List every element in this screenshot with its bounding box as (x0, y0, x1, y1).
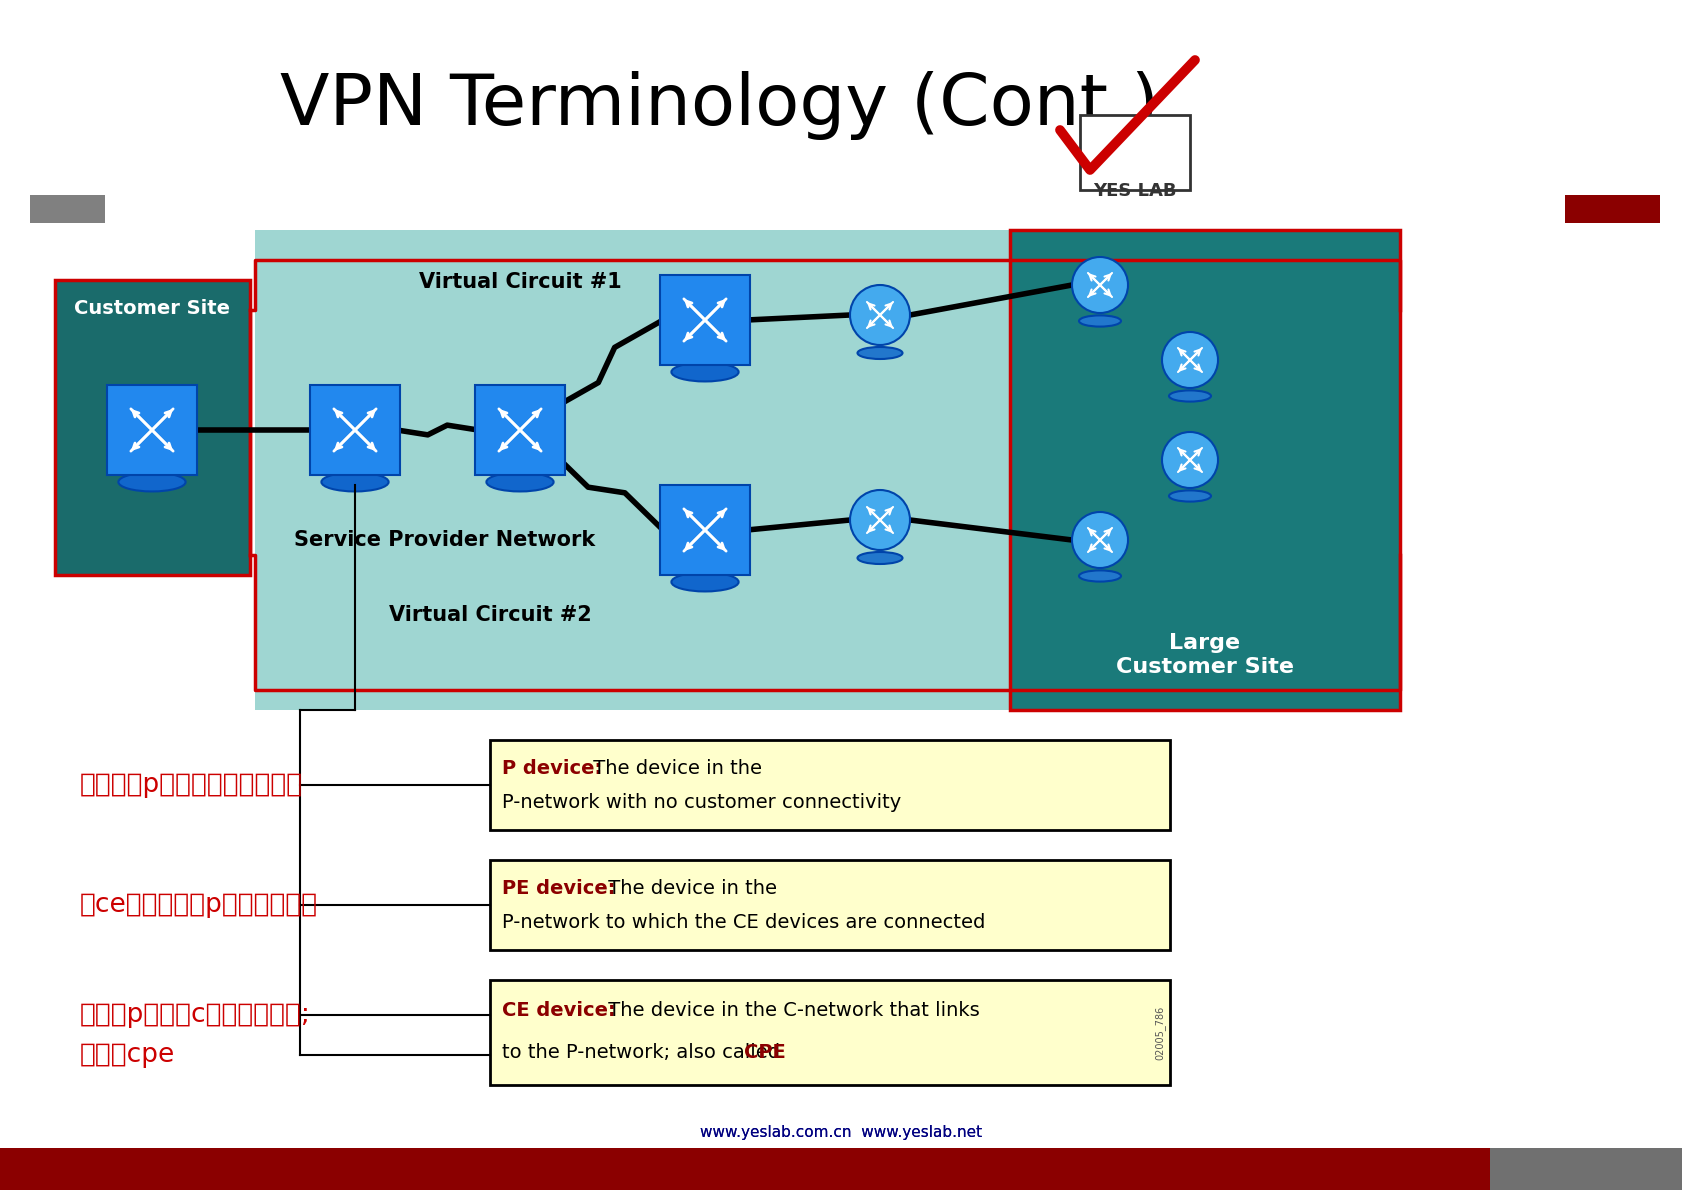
Text: 02005_786: 02005_786 (1154, 1006, 1164, 1059)
Text: 该设备在p网络中没有客户连接: 该设备在p网络中没有客户连接 (81, 772, 303, 798)
FancyBboxPatch shape (474, 386, 565, 475)
Bar (0, 1148, 1489, 1190)
Text: Large
Customer Site: Large Customer Site (1115, 633, 1293, 677)
Circle shape (849, 490, 910, 550)
Text: 也称为cpe: 也称为cpe (81, 1042, 175, 1067)
Bar (1564, 195, 1658, 223)
Bar (1009, 230, 1399, 710)
Text: The device in the: The device in the (602, 878, 777, 897)
Circle shape (1071, 257, 1127, 313)
Text: VPN Terminology (Cont.): VPN Terminology (Cont.) (281, 70, 1159, 139)
FancyBboxPatch shape (659, 486, 750, 575)
Text: P-network to which the CE devices are connected: P-network to which the CE devices are co… (501, 913, 984, 932)
Text: The device in the: The device in the (587, 758, 762, 777)
Circle shape (849, 284, 910, 345)
Ellipse shape (1078, 315, 1120, 326)
Text: PE device:: PE device: (501, 878, 616, 897)
Text: Virtual Circuit #1: Virtual Circuit #1 (419, 273, 621, 292)
Bar (1489, 1148, 1682, 1190)
Bar (489, 981, 1169, 1085)
Bar (30, 195, 104, 223)
Text: P device:: P device: (501, 758, 602, 777)
Text: 与ce设备连接的p网络中的设备: 与ce设备连接的p网络中的设备 (81, 892, 318, 917)
Bar (489, 740, 1169, 829)
Text: P-network with no customer connectivity: P-network with no customer connectivity (501, 793, 902, 812)
Text: www.yeslab.com.cn  www.yeslab.net: www.yeslab.com.cn www.yeslab.net (700, 1126, 982, 1140)
Ellipse shape (671, 363, 738, 382)
Ellipse shape (1169, 390, 1211, 401)
FancyBboxPatch shape (659, 275, 750, 365)
Text: www.yeslab.com.cn  www.yeslab.net: www.yeslab.com.cn www.yeslab.net (700, 1126, 982, 1140)
FancyBboxPatch shape (309, 386, 400, 475)
Bar (489, 860, 1169, 950)
Ellipse shape (118, 472, 185, 491)
Text: Virtual Circuit #2: Virtual Circuit #2 (389, 605, 590, 625)
Text: The device in the C-network that links: The device in the C-network that links (602, 1001, 979, 1020)
Text: YES LAB: YES LAB (1093, 182, 1176, 200)
Circle shape (1161, 332, 1218, 388)
Text: Service Provider Network: Service Provider Network (294, 530, 595, 550)
FancyBboxPatch shape (108, 386, 197, 475)
Bar (56, 280, 251, 575)
Text: CE device:: CE device: (501, 1001, 616, 1020)
Text: to the P-network; also called: to the P-network; also called (501, 1042, 785, 1061)
Ellipse shape (486, 472, 553, 491)
Text: CPE: CPE (743, 1042, 785, 1061)
Bar (1080, 115, 1189, 190)
Ellipse shape (1078, 570, 1120, 582)
Ellipse shape (671, 572, 738, 591)
Bar (256, 230, 1009, 710)
Ellipse shape (858, 347, 902, 359)
Circle shape (1161, 432, 1218, 488)
Circle shape (1071, 512, 1127, 568)
Ellipse shape (858, 552, 902, 564)
Text: 连接到p网络的c网络中的设备;: 连接到p网络的c网络中的设备; (81, 1002, 311, 1028)
Ellipse shape (1169, 490, 1211, 502)
Text: Customer Site: Customer Site (74, 299, 230, 318)
Ellipse shape (321, 472, 389, 491)
